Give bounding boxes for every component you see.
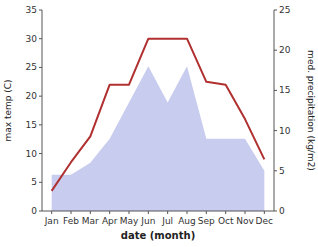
y2-tick [274, 10, 277, 11]
x-tick-label: Aug [178, 216, 196, 226]
y-tick-label: 10 [26, 149, 38, 159]
y2-tick [274, 50, 277, 51]
x-tick-label: Jan [44, 216, 59, 226]
y2-tick-label: 5 [279, 166, 285, 176]
y-tick-label: 5 [31, 177, 37, 187]
y-tick [39, 182, 42, 183]
y2-tick-label: 0 [279, 206, 285, 216]
x-tick-label: Jun [140, 216, 155, 226]
x-tick [90, 211, 91, 214]
x-tick [187, 211, 188, 214]
chart: Jan FebMarAprMayJun Jul AugSepOctNovDec 0 5 10… [0, 0, 318, 247]
y-axis-line [42, 10, 43, 211]
x-tick [245, 211, 246, 214]
y-tick [39, 153, 42, 154]
x-axis-line [42, 211, 274, 212]
y2-axis-label: med. precipitation (kg/m2) [306, 50, 316, 171]
x-tick-label: Jul [161, 216, 173, 226]
x-tick-label: Apr [102, 216, 118, 226]
x-tick-label: Oct [218, 216, 234, 226]
y2-tick-label: 10 [279, 126, 291, 136]
y-tick-label: 30 [26, 34, 38, 44]
x-axis-label: date (month) [121, 230, 195, 241]
y-tick [39, 211, 42, 212]
y2-axis-line [274, 10, 275, 211]
y-tick-label: 0 [31, 206, 37, 216]
x-tick [109, 211, 110, 214]
y-tick-label: 25 [26, 62, 37, 72]
precipitation-area [52, 66, 265, 211]
x-tick-label: Nov [236, 216, 254, 226]
x-tick [71, 211, 72, 214]
x-tick-label: Sep [198, 216, 215, 226]
x-tick-label: Mar [82, 216, 99, 226]
y-tick [39, 96, 42, 97]
y-tick-label: 15 [26, 120, 37, 130]
y-tick [39, 10, 42, 11]
y2-tick [274, 130, 277, 131]
x-tick [225, 211, 226, 214]
x-tick [264, 211, 265, 214]
y-axis-label: max temp (C) [3, 79, 13, 141]
x-tick [148, 211, 149, 214]
y-tick-label: 35 [26, 5, 37, 15]
y-tick [39, 124, 42, 125]
y2-tick-label: 20 [279, 45, 291, 55]
x-tick [51, 211, 52, 214]
y-tick [39, 38, 42, 39]
y2-tick-label: 25 [279, 5, 290, 15]
temperature-line [52, 39, 265, 191]
x-tick-label: Dec [256, 216, 273, 226]
y-tick [39, 67, 42, 68]
x-tick [167, 211, 168, 214]
y2-tick [274, 170, 277, 171]
y-tick-label: 20 [26, 91, 38, 101]
y2-tick [274, 90, 277, 91]
plot-area [52, 39, 265, 211]
x-tick-label: Feb [63, 216, 79, 226]
x-tick-label: May [120, 216, 139, 226]
x-tick [206, 211, 207, 214]
x-tick [129, 211, 130, 214]
y2-tick-label: 15 [279, 85, 290, 95]
y2-tick [274, 211, 277, 212]
